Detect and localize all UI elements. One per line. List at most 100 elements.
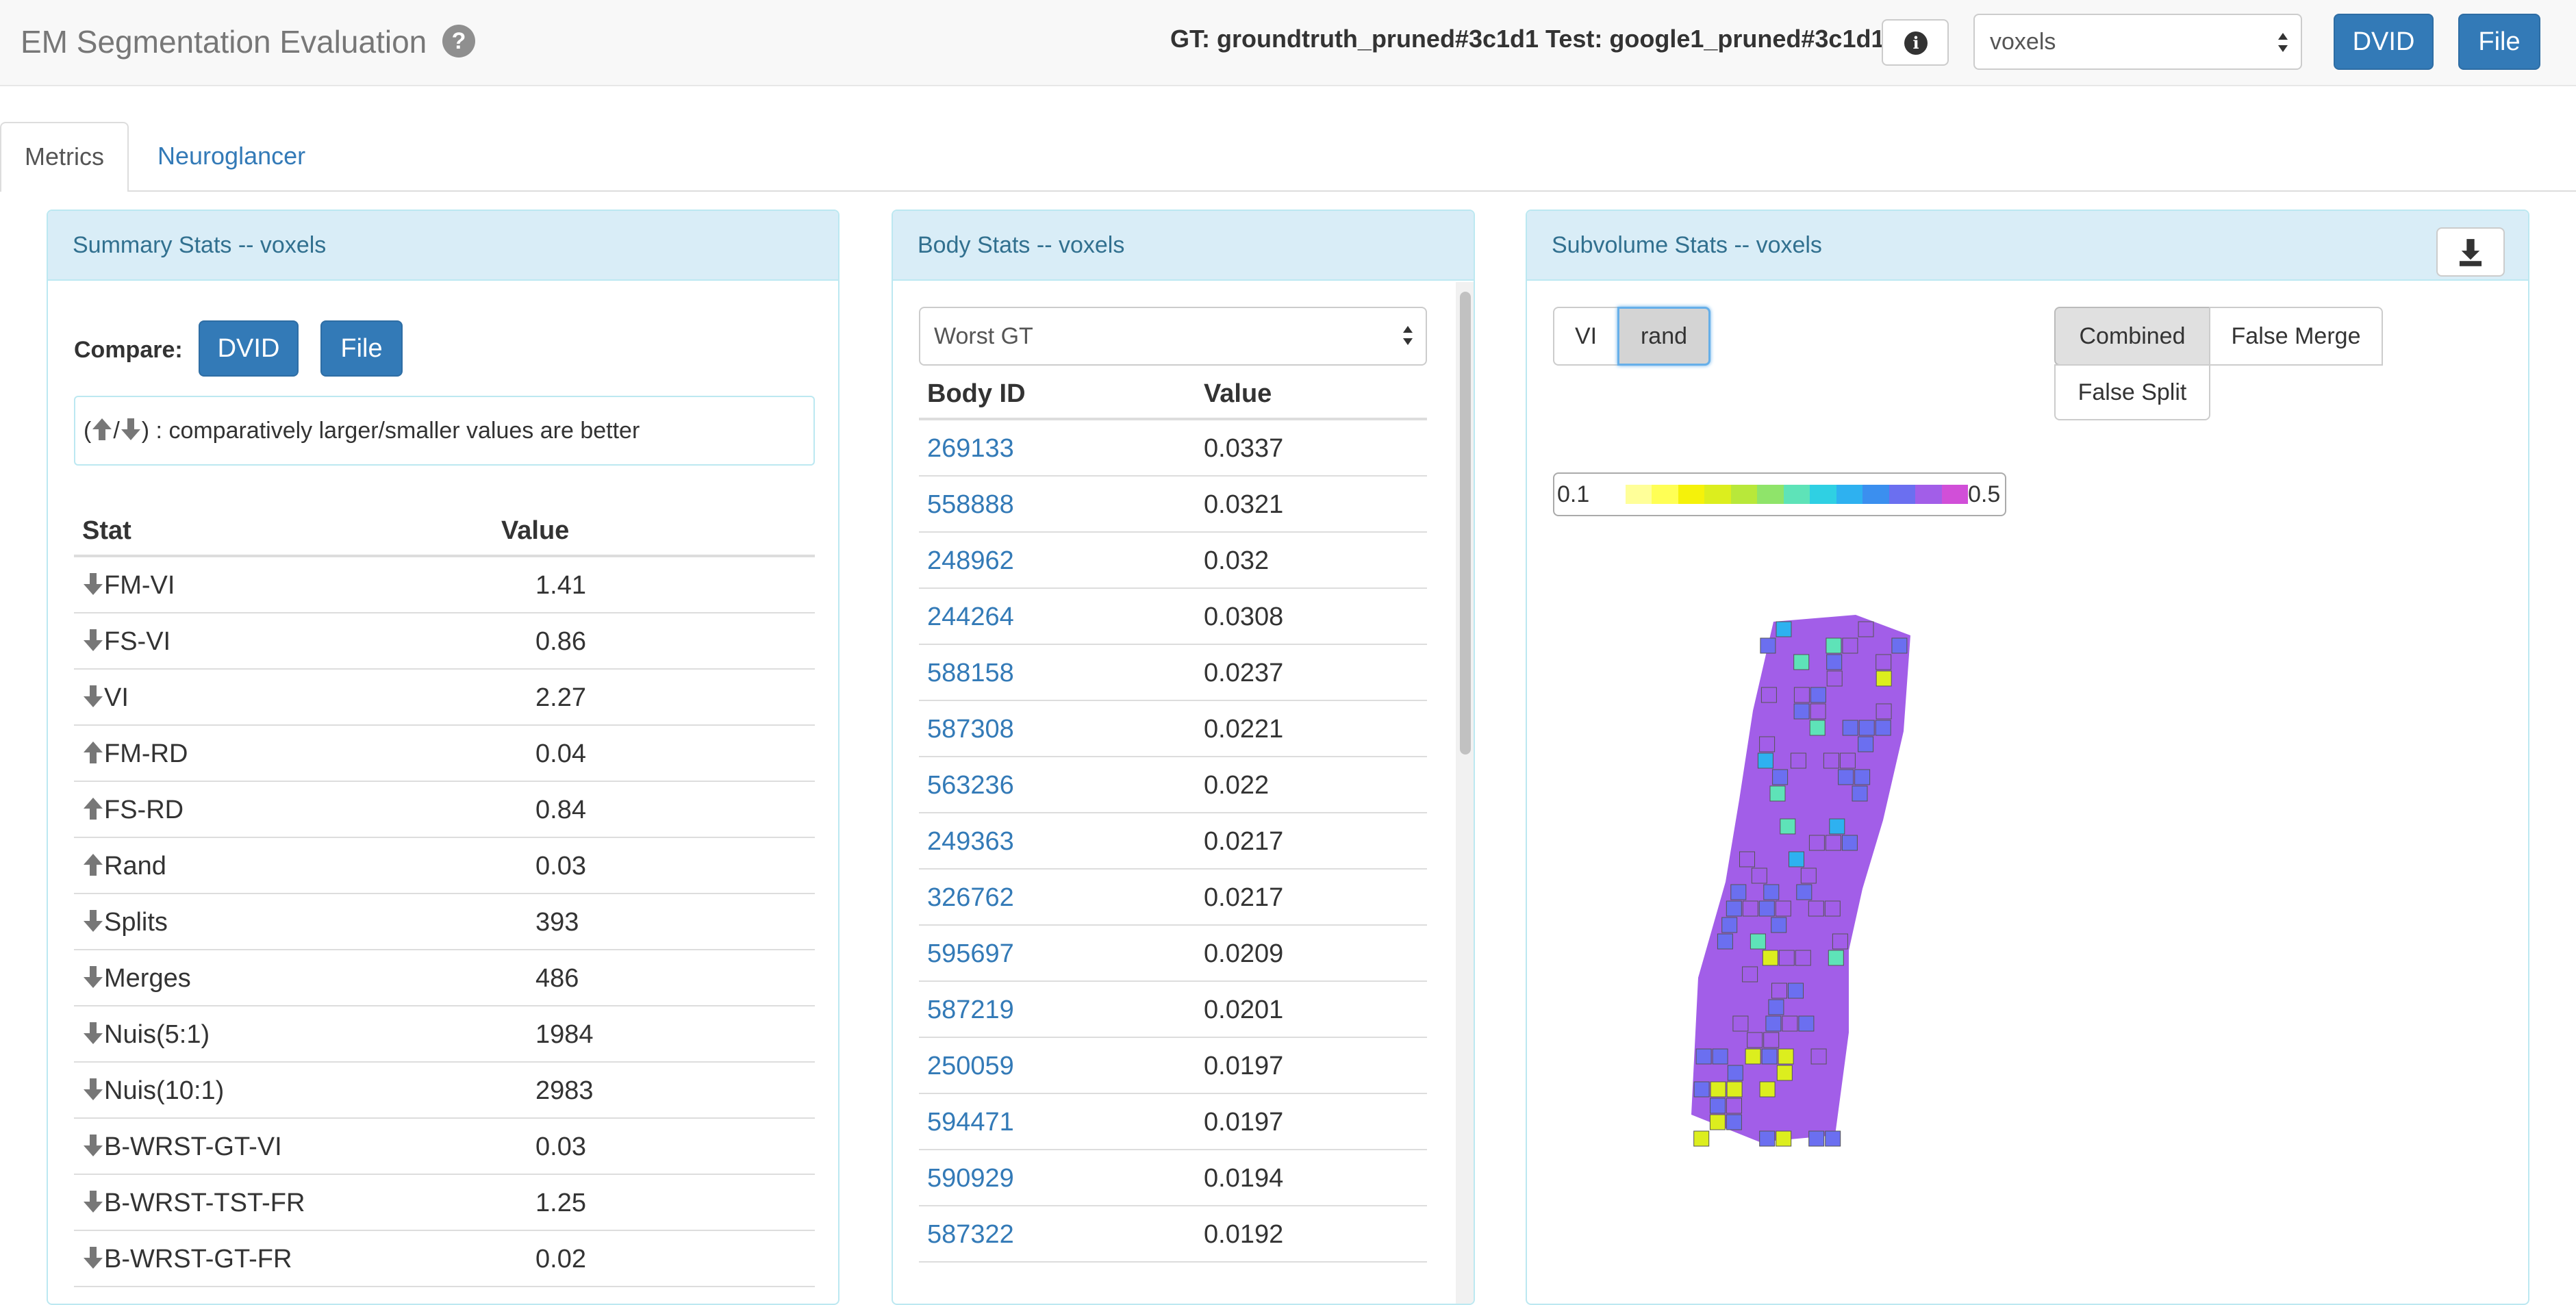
arrow-down-icon — [82, 1245, 104, 1270]
arrow-down-icon — [82, 572, 104, 596]
voxel-cell — [1825, 835, 1841, 851]
voxel-cell — [1732, 1015, 1749, 1032]
false-merge-toggle-button[interactable]: False Merge — [2209, 307, 2383, 366]
summary-row-stat-label: FM-VI — [104, 571, 175, 600]
combined-toggle-button[interactable]: Combined — [2054, 307, 2210, 366]
body-id-link[interactable]: 595697 — [927, 939, 1014, 968]
voxel-cell — [1742, 966, 1758, 983]
colorbar-swatch — [1810, 485, 1836, 504]
body-row-divider — [919, 644, 1427, 645]
body-id-link[interactable]: 248962 — [927, 546, 1014, 575]
body-row-value: 0.0217 — [1204, 883, 1284, 912]
body-sort-select-value: Worst GT — [934, 323, 1033, 349]
voxel-cell — [1876, 670, 1892, 687]
voxel-cell — [1808, 1130, 1825, 1147]
voxel-cell — [1790, 752, 1806, 769]
subvolume-3d-render[interactable] — [1678, 594, 1993, 1156]
arrow-down-icon — [82, 1189, 104, 1214]
voxel-cell — [1852, 785, 1868, 802]
scrollbar-thumb[interactable] — [1460, 292, 1471, 755]
colorbar-legend: 0.1 0.5 — [1553, 472, 2006, 516]
subvolume-stats-title: Subvolume Stats -- voxels — [1527, 211, 2528, 281]
body-id-link[interactable]: 594471 — [927, 1108, 1014, 1137]
voxel-cell — [1838, 769, 1854, 785]
colorbar-swatch — [1704, 485, 1731, 504]
voxel-cell — [1793, 687, 1810, 703]
body-row-value: 0.0194 — [1204, 1164, 1284, 1193]
voxel-cell — [1839, 752, 1856, 769]
body-id-link[interactable]: 587322 — [927, 1220, 1014, 1249]
voxel-cell — [1750, 933, 1766, 950]
body-id-link[interactable]: 269133 — [927, 434, 1014, 463]
download-button[interactable] — [2436, 227, 2505, 277]
voxel-cell — [1793, 703, 1810, 720]
voxel-cell — [1709, 1114, 1726, 1130]
voxel-cell — [1776, 1130, 1792, 1147]
rand-toggle-button[interactable]: rand — [1617, 307, 1710, 366]
colorbar-swatch — [1730, 485, 1758, 504]
voxel-cell — [1739, 851, 1755, 867]
voxel-cell — [1842, 720, 1858, 736]
summary-row-value: 0.84 — [535, 796, 586, 824]
voxel-cell — [1824, 900, 1841, 917]
body-row-value: 0.0321 — [1204, 490, 1284, 519]
colorbar-swatch — [1836, 485, 1863, 504]
summary-row-value: 0.86 — [535, 627, 586, 656]
body-row-value: 0.0209 — [1204, 939, 1284, 968]
body-id-link[interactable]: 588158 — [927, 659, 1014, 687]
body-id-link[interactable]: 250059 — [927, 1052, 1014, 1080]
compare-label: Compare: — [74, 337, 183, 363]
summary-row-stat: FM-RD — [82, 726, 188, 782]
body-id-link[interactable]: 590929 — [927, 1164, 1014, 1193]
voxel-cell — [1730, 884, 1747, 900]
body-id-link[interactable]: 587219 — [927, 996, 1014, 1024]
compare-dvid-button[interactable]: DVID — [199, 320, 299, 377]
summary-row-stat-label: Nuis(5:1) — [104, 1020, 210, 1049]
voxel-cell — [1823, 752, 1839, 769]
body-id-link[interactable]: 558888 — [927, 490, 1014, 519]
vi-toggle-button[interactable]: VI — [1553, 307, 1619, 366]
header-file-button[interactable]: File — [2458, 14, 2540, 70]
summary-row-value: 0.04 — [535, 739, 586, 768]
body-stats-title: Body Stats -- voxels — [893, 211, 1474, 281]
voxel-cell — [1726, 1081, 1743, 1098]
tab-metrics[interactable]: Metrics — [0, 122, 129, 192]
select-arrows-icon — [1403, 326, 1413, 345]
body-id-link[interactable]: 326762 — [927, 883, 1014, 912]
body-id-link[interactable]: 563236 — [927, 771, 1014, 800]
summary-row-stat-label: Merges — [104, 964, 191, 993]
body-id-link[interactable]: 244264 — [927, 603, 1014, 631]
body-id-link[interactable]: 587308 — [927, 715, 1014, 744]
body-sort-select[interactable]: Worst GT — [919, 307, 1427, 366]
tab-neuroglancer[interactable]: Neuroglancer — [157, 142, 306, 170]
header-dvid-button[interactable]: DVID — [2334, 14, 2434, 70]
false-split-toggle-button[interactable]: False Split — [2054, 364, 2210, 420]
summary-row-value: 1.25 — [535, 1189, 586, 1217]
voxel-cell — [1810, 703, 1826, 720]
voxel-cell — [1693, 1081, 1710, 1098]
voxel-cell — [1858, 736, 1874, 752]
body-row-value: 0.0237 — [1204, 659, 1284, 687]
colorbar-max-label: 0.5 — [1968, 481, 2001, 507]
arrow-down-icon — [120, 417, 142, 442]
summary-stats-title: Summary Stats -- voxels — [48, 211, 838, 281]
body-id-link[interactable]: 249363 — [927, 827, 1014, 856]
info-button[interactable]: i — [1882, 19, 1949, 66]
summary-row-stat-label: B-WRST-TST-FR — [104, 1189, 305, 1217]
body-row-divider — [919, 980, 1427, 982]
summary-row-value: 2.27 — [535, 683, 586, 712]
body-col-value: Value — [1204, 379, 1272, 408]
voxel-cell — [1765, 1015, 1782, 1032]
voxel-cell — [1788, 983, 1804, 999]
metric-type-select[interactable]: voxels — [1973, 14, 2302, 70]
compare-file-button[interactable]: File — [320, 320, 403, 377]
body-table-scrollbar[interactable] — [1456, 282, 1474, 1304]
body-row-divider — [919, 1261, 1427, 1263]
body-row-divider — [919, 587, 1427, 589]
body-header-divider — [919, 418, 1427, 420]
body-row-value: 0.0197 — [1204, 1052, 1284, 1080]
body-row-value: 0.0201 — [1204, 996, 1284, 1024]
summary-stats-panel: Summary Stats -- voxels Compare: DVID Fi… — [47, 210, 839, 1305]
question-circle-icon[interactable]: ? — [442, 25, 475, 58]
summary-row-value: 1984 — [535, 1020, 594, 1049]
